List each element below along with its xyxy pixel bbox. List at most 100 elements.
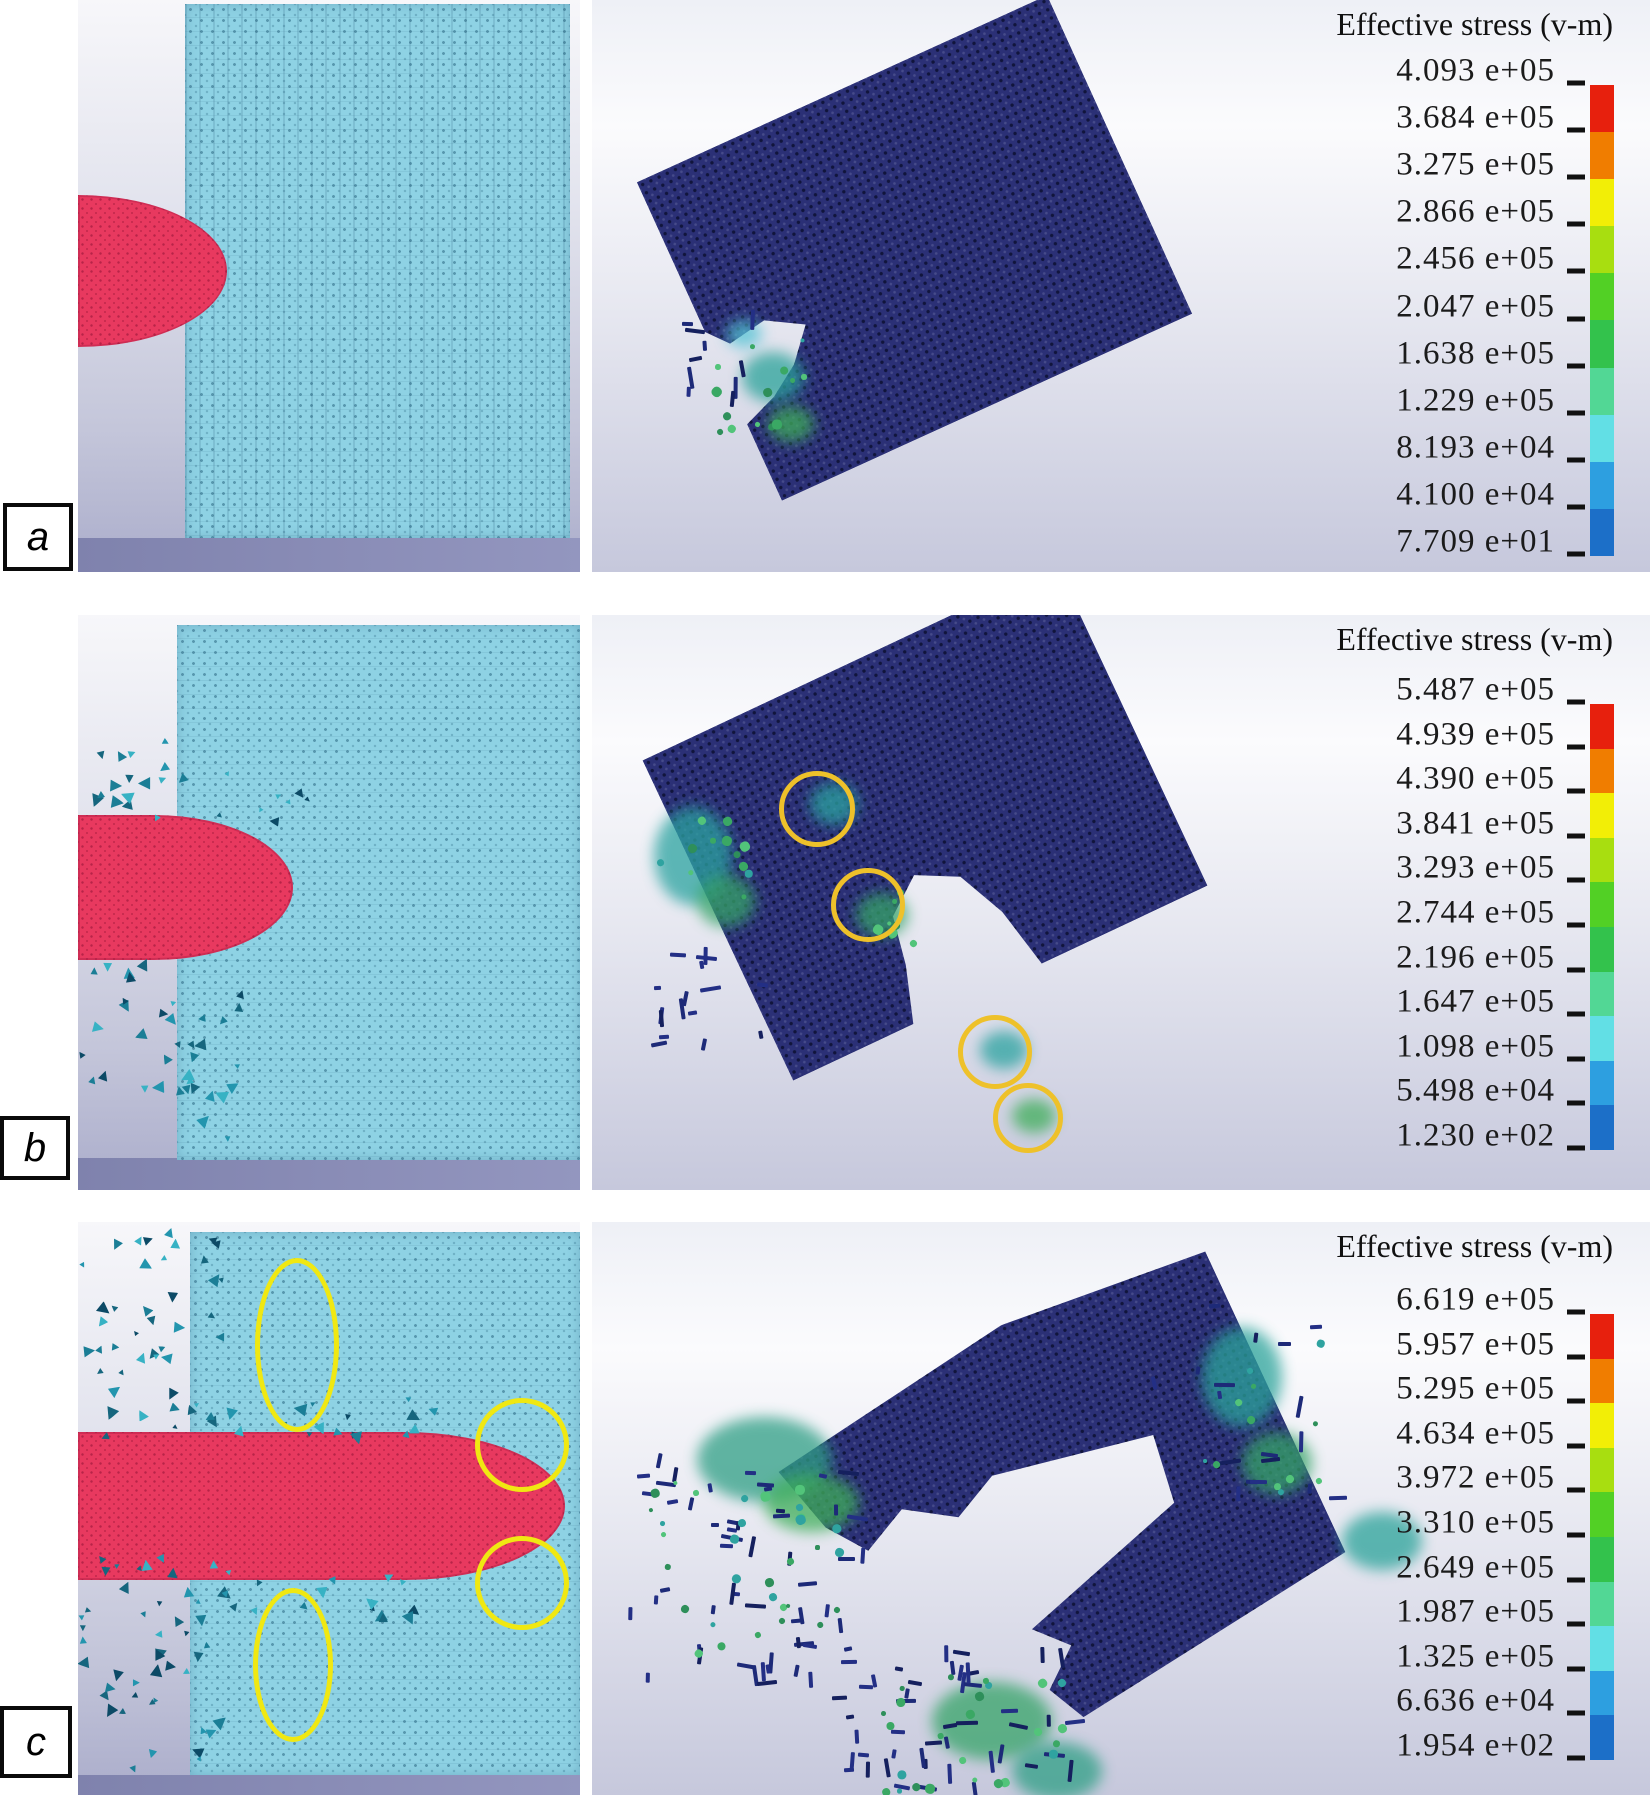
fragment-particle xyxy=(701,1038,708,1052)
debris-particle xyxy=(119,1708,127,1715)
fragment-particle xyxy=(681,321,693,326)
debris-particle xyxy=(159,762,169,771)
stress-speck xyxy=(659,1520,666,1527)
colorbar-segment xyxy=(1590,132,1614,180)
stress-speck xyxy=(716,1641,727,1652)
legend-entry: 7.709 e+01 xyxy=(1396,524,1585,561)
fragment-particle xyxy=(764,1486,773,1491)
highlight-ellipse xyxy=(253,1588,333,1742)
legend-entry: 5.295 e+05 xyxy=(1396,1371,1585,1408)
legend-entry: 5.957 e+05 xyxy=(1396,1326,1585,1363)
target-plate-a xyxy=(185,4,570,538)
stress-speck xyxy=(1048,1749,1059,1759)
stress-speck xyxy=(833,1546,846,1559)
fragment-particle xyxy=(667,1498,679,1505)
stress-speck xyxy=(894,1696,906,1708)
fragment-particle xyxy=(642,1491,658,1497)
debris-particle xyxy=(129,1764,137,1772)
debris-particle xyxy=(100,1690,109,1700)
highlight-circle xyxy=(831,868,905,942)
fragment-particle xyxy=(798,1581,818,1587)
legend-value: 2.744 e+05 xyxy=(1396,894,1555,931)
stress-speck xyxy=(832,1606,842,1615)
debris-particle xyxy=(122,997,128,1004)
fragment-particle xyxy=(963,1682,982,1688)
base-band-c xyxy=(78,1775,580,1795)
stress-speck xyxy=(763,1577,776,1589)
highlight-circle xyxy=(475,1536,569,1630)
fragment-particle xyxy=(904,1688,910,1700)
fragment-particle xyxy=(955,1721,978,1726)
debris-particle xyxy=(147,1347,160,1359)
fragment-particle xyxy=(1064,1718,1086,1725)
debris-particle xyxy=(143,1305,154,1317)
fragment-particle xyxy=(1299,1431,1304,1453)
stress-speck xyxy=(739,1493,750,1504)
fragment-particle xyxy=(679,998,687,1020)
legend-entry: 1.230 e+02 xyxy=(1396,1118,1585,1155)
stress-speck xyxy=(660,1531,668,1539)
stress-speck xyxy=(910,1781,923,1793)
legend-tick xyxy=(1567,1532,1585,1538)
fragment-particle xyxy=(825,1604,831,1618)
fragment-particle xyxy=(727,1519,746,1527)
debris-particle xyxy=(145,1745,158,1757)
fragment-particle xyxy=(1040,1646,1045,1663)
highlight-circle xyxy=(475,1398,569,1492)
stress-speck xyxy=(761,386,774,399)
debris-particle xyxy=(122,797,137,811)
debris-particle xyxy=(96,1315,109,1327)
debris-particle xyxy=(78,1654,93,1670)
colorbar-segment xyxy=(1590,837,1614,883)
legend-entry: 2.866 e+05 xyxy=(1396,194,1585,231)
fragment-particle xyxy=(656,1480,677,1487)
debris-particle xyxy=(100,959,113,972)
stress-speck xyxy=(996,1779,1004,1788)
fragment-particle xyxy=(656,1453,663,1469)
fragment-particle xyxy=(669,952,687,958)
legend-entry: 2.456 e+05 xyxy=(1396,241,1585,278)
legend-value: 6.619 e+05 xyxy=(1396,1281,1555,1318)
legend-tick xyxy=(1567,1621,1585,1627)
legend-entry: 4.634 e+05 xyxy=(1396,1415,1585,1452)
legend-entry: 1.638 e+05 xyxy=(1396,335,1585,372)
fragment-particle xyxy=(854,1729,859,1745)
fragment-particle xyxy=(915,1784,937,1792)
fragment-particle xyxy=(947,1763,953,1784)
fragment-particle xyxy=(700,985,721,992)
debris-particle xyxy=(117,752,127,763)
fragment-particle xyxy=(729,1582,737,1606)
colorbar-segment xyxy=(1590,1670,1614,1716)
legend-value: 1.325 e+05 xyxy=(1396,1638,1555,1675)
fragment-particle xyxy=(688,356,703,363)
row-label-letter: b xyxy=(23,1125,47,1170)
legend-value: 1.229 e+05 xyxy=(1396,382,1555,419)
stress-speck xyxy=(1035,1677,1048,1690)
fragment-particle xyxy=(697,1644,702,1654)
fragment-particle xyxy=(960,1671,967,1694)
fragment-particle xyxy=(776,1508,786,1513)
colorbar-segment xyxy=(1590,748,1614,794)
stress-speck xyxy=(999,1776,1012,1788)
fragment-particle xyxy=(967,1669,980,1676)
fragment-particle xyxy=(739,359,746,377)
stress-speck xyxy=(973,1690,986,1703)
colorbar-segment xyxy=(1590,1492,1614,1537)
stress-speck xyxy=(778,364,790,376)
debris-particle xyxy=(87,789,105,807)
fragment-particle xyxy=(768,1652,774,1674)
stress-speck xyxy=(937,1732,945,1740)
fragment-particle xyxy=(688,1497,695,1511)
debris-particle xyxy=(101,1402,119,1420)
projectile-b xyxy=(78,815,293,960)
stress-speck xyxy=(896,1788,902,1794)
legend-tick xyxy=(1567,363,1585,369)
legend-entry: 5.498 e+04 xyxy=(1396,1073,1585,1110)
stress-speck xyxy=(708,1621,717,1629)
debris-particle xyxy=(134,1237,145,1248)
legend-tick xyxy=(1567,410,1585,416)
legend-value: 4.939 e+05 xyxy=(1396,716,1555,753)
fragment-particle xyxy=(703,947,708,965)
colorbar-segment xyxy=(1590,1060,1614,1106)
legend-entry: 4.939 e+05 xyxy=(1396,716,1585,753)
